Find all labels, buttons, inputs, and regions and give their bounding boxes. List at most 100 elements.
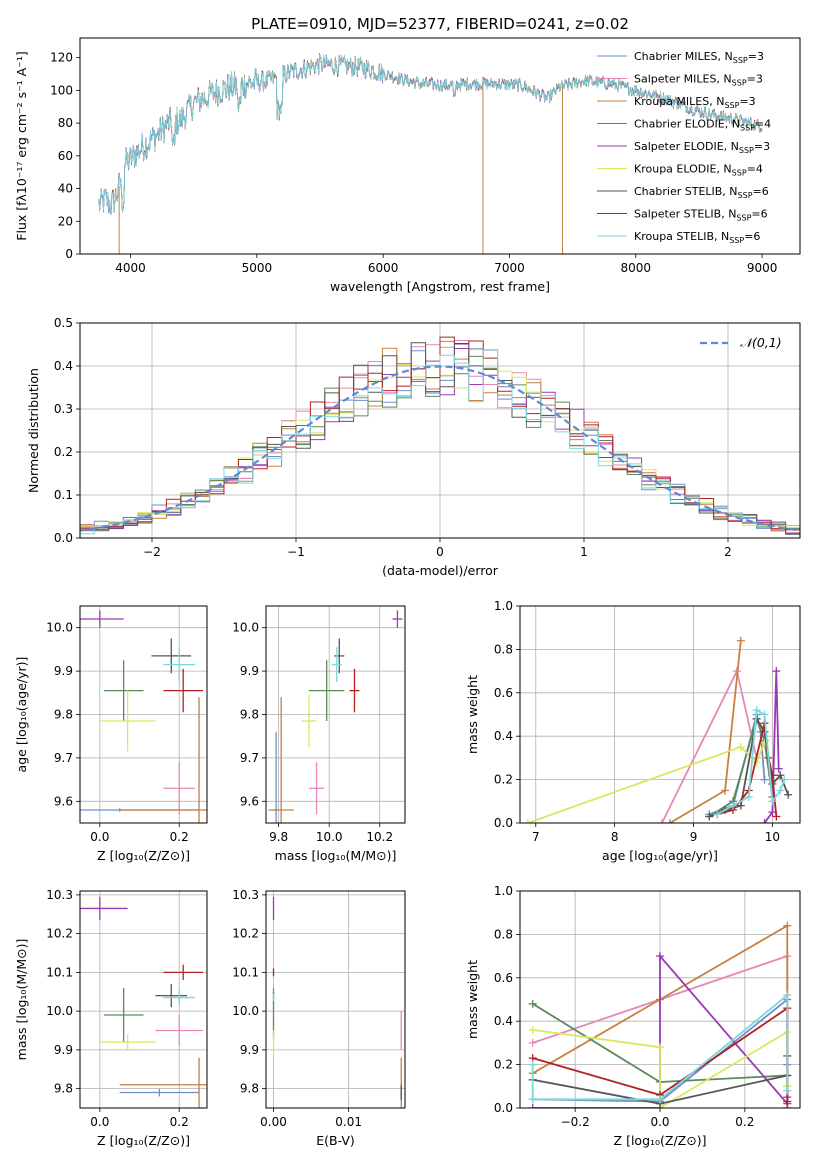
- weight-marker: [528, 1025, 537, 1034]
- y-tick-label: 9.9: [240, 1043, 259, 1057]
- weight-marker: [656, 1043, 664, 1052]
- errorbar-point: [155, 984, 188, 1008]
- y-tick-label: 9.8: [240, 1082, 259, 1096]
- legend-label: 𝒩(0,1): [740, 335, 782, 350]
- weight-marker: [744, 792, 753, 801]
- x-axis-label: (data-model)/error: [382, 563, 499, 578]
- weight-marker: [665, 819, 674, 823]
- y-axis-label: age [log₁₀(age/yr)]: [14, 657, 29, 773]
- errorbar-point: [308, 660, 345, 722]
- x-tick-label: 6000: [368, 261, 399, 275]
- errorbar-point: [103, 660, 144, 722]
- gaussian-reference-line: [80, 365, 800, 532]
- x-axis-label: Z [log₁₀(Z/Z⊙)]: [614, 1133, 707, 1148]
- x-tick-label: 7000: [494, 261, 525, 275]
- weight-marker: [780, 775, 789, 784]
- panel-spectrum: 4000 5000 6000 7000 8000 9000 0 20 40 60 80 100 120 w…: [14, 37, 801, 294]
- plot-area-mass_vs_EBV: [272, 896, 402, 1108]
- panel-mass_vs_EBV: 0.00 0.01 9.8 9.9 10.0 10.1 10.2 10.3 E(B-V): [232, 888, 406, 1148]
- plot-area-weight_vs_age: [523, 636, 793, 823]
- weight-marker: [783, 991, 792, 1000]
- x-axis-label: wavelength [Angstrom, rest frame]: [330, 279, 550, 294]
- y-tick-label: 20: [58, 214, 73, 228]
- weight-marker: [528, 1060, 537, 1069]
- y-tick-label: 0.8: [494, 927, 513, 941]
- plot-area-residuals: [80, 336, 800, 538]
- y-tick-label: 10.0: [46, 1004, 73, 1018]
- weight-marker: [528, 999, 537, 1008]
- errorbar-point: [119, 1088, 200, 1097]
- errorbar-point: [268, 697, 294, 823]
- x-tick-label: 0: [436, 545, 444, 559]
- x-tick-label: 5000: [242, 261, 273, 275]
- x-tick-label: 0.01: [335, 1115, 362, 1129]
- weight-marker: [656, 1095, 664, 1104]
- y-axis-label: Normed distribution: [26, 368, 41, 493]
- x-tick-label: 9: [690, 830, 698, 844]
- errorbar-point: [163, 668, 204, 713]
- x-tick-label: 0.00: [260, 1115, 287, 1129]
- y-tick-label: 10.0: [232, 621, 259, 635]
- y-tick-label: 10.1: [46, 965, 73, 979]
- plot-area-age_vs_Z: [80, 610, 207, 823]
- weight-marker: [774, 764, 783, 773]
- y-tick-label: 9.8: [240, 708, 259, 722]
- y-tick-label: 10.1: [232, 965, 259, 979]
- x-tick-label: 0.0: [90, 830, 109, 844]
- y-tick-label: 9.9: [54, 1043, 73, 1057]
- hist-series-7: [80, 336, 800, 538]
- y-tick-label: 0: [65, 247, 73, 261]
- axes-frame: [79, 37, 801, 255]
- weight-marker: [752, 706, 761, 715]
- weight-marker: [736, 743, 745, 752]
- errorbar-point: [155, 1015, 204, 1046]
- weight-marker: [721, 786, 730, 795]
- x-tick-label: 7: [532, 830, 540, 844]
- y-tick-label: 0.4: [494, 729, 513, 743]
- y-tick-label: 9.9: [54, 664, 73, 678]
- plot-area-weight_vs_Z: [528, 921, 792, 1108]
- x-tick-label: 2: [724, 545, 732, 559]
- y-tick-label: 0.0: [494, 1101, 513, 1115]
- x-tick-label: 4000: [115, 261, 146, 275]
- y-tick-label: 80: [58, 116, 73, 130]
- errorbar-point: [163, 989, 196, 1006]
- y-tick-label: 10.2: [232, 927, 259, 941]
- y-tick-label: 120: [50, 51, 73, 65]
- y-tick-label: 1.0: [494, 599, 513, 613]
- y-axis-label: mass [log₁₀(M/M⊙)]: [14, 939, 29, 1061]
- weight-marker: [528, 1104, 537, 1108]
- errorbar-point: [80, 610, 124, 628]
- legend-label: Kroupa MILES, NSSP=3: [634, 95, 756, 110]
- y-tick-label: 100: [50, 83, 73, 97]
- x-tick-label: 8: [611, 830, 619, 844]
- y-tick-label: 0.4: [494, 1014, 513, 1028]
- y-tick-label: 10.3: [232, 888, 259, 902]
- weight-marker: [783, 921, 792, 930]
- x-tick-label: 0.2: [170, 1115, 189, 1129]
- weight-marker: [760, 710, 769, 719]
- x-axis-label: Z [log₁₀(Z/Z⊙)]: [97, 848, 190, 863]
- y-tick-label: 0.2: [494, 773, 513, 787]
- y-tick-label: 1.0: [494, 884, 513, 898]
- y-tick-label: 9.9: [240, 664, 259, 678]
- plot-area-spectrum: [98, 53, 763, 254]
- panel-age_vs_mass: 9.8 10.0 10.2 9.6 9.7 9.8 9.9 10.0 mass [log₁₀(M…: [232, 605, 406, 863]
- legend-label: Kroupa ELODIE, NSSP=4: [634, 163, 763, 178]
- panel-mass_vs_Z: 0.0 0.2 9.8 9.9 10.0 10.1 10.2 10.3 Z [log₁₀(Z/Z…: [14, 888, 208, 1148]
- x-tick-label: 10: [765, 830, 780, 844]
- weight-marker: [768, 797, 777, 806]
- weight-marker: [760, 775, 769, 784]
- errorbar-point: [301, 694, 317, 748]
- errorbar-point: [349, 668, 360, 713]
- errorbar-point: [99, 1034, 156, 1050]
- x-tick-label: 10.0: [316, 830, 343, 844]
- panel-weight_vs_Z: −0.2 0.0 0.2 0.0 0.2 0.4 0.6 0.8 1.0 Z [log₁₀(Z/Z…: [465, 884, 801, 1148]
- plot-area-age_vs_mass: [268, 610, 403, 823]
- weight-marker: [713, 810, 722, 819]
- x-tick-label: 0.2: [735, 1115, 754, 1129]
- x-tick-label: 0.0: [90, 1115, 109, 1129]
- weight-marker: [776, 786, 785, 795]
- axes-frame: [265, 890, 406, 1109]
